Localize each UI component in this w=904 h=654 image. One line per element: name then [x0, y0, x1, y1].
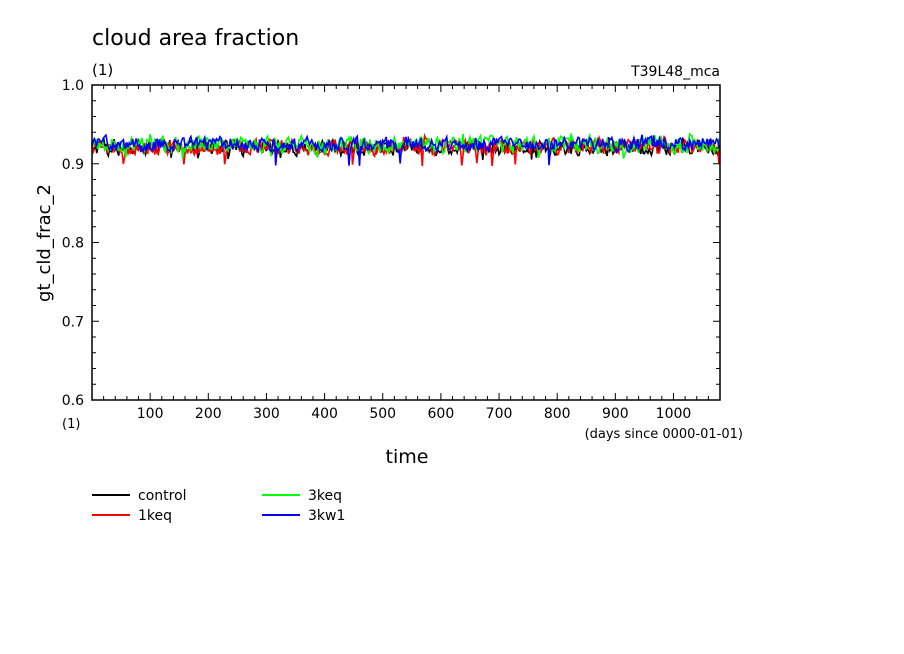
- legend-label-control: control: [138, 488, 187, 504]
- y-tick-label: 0.8: [62, 236, 84, 252]
- y-axis-label: gt_cld_frac_2: [34, 184, 55, 302]
- x-unit-note: (days since 0000-01-01): [585, 427, 743, 442]
- run-label: T39L48_mca: [630, 64, 720, 80]
- y-tick-label: 0.6: [62, 393, 84, 409]
- legend-label-3kw1: 3kw1: [308, 508, 345, 524]
- legend-label-1keq: 1keq: [138, 508, 172, 524]
- legend-label-3keq: 3keq: [308, 488, 342, 504]
- series-line-1keq: [91, 132, 721, 167]
- series-line-3kw1: [91, 133, 721, 166]
- chart-title: cloud area fraction: [92, 26, 299, 51]
- x-tick-label: 500: [369, 406, 396, 422]
- y-tick-label: 1.0: [62, 78, 84, 94]
- units-label: (1): [92, 61, 113, 79]
- x-tick-label: 800: [544, 406, 571, 422]
- x-tick-label: 400: [311, 406, 338, 422]
- plot-frame: [91, 84, 721, 401]
- x-tick-label: 300: [253, 406, 280, 422]
- x-axis-label: time: [386, 446, 429, 468]
- legend: control 1keq 3keq 3kw1: [92, 488, 345, 524]
- series-layer: [91, 132, 721, 167]
- x-tick-label: 200: [195, 406, 222, 422]
- x-tick-label: 700: [486, 406, 513, 422]
- axis-ticks: 100 200 300 400 500 600 700 800 900 1000 0.6 0.7 0.8…: [62, 78, 720, 422]
- x-corner-unit: (1): [62, 417, 80, 432]
- y-tick-label: 0.9: [62, 157, 84, 173]
- x-tick-label: 100: [137, 406, 164, 422]
- x-tick-label: 900: [602, 406, 629, 422]
- y-tick-label: 0.7: [62, 314, 84, 330]
- x-tick-label: 600: [428, 406, 455, 422]
- x-tick-label: 1000: [656, 406, 692, 422]
